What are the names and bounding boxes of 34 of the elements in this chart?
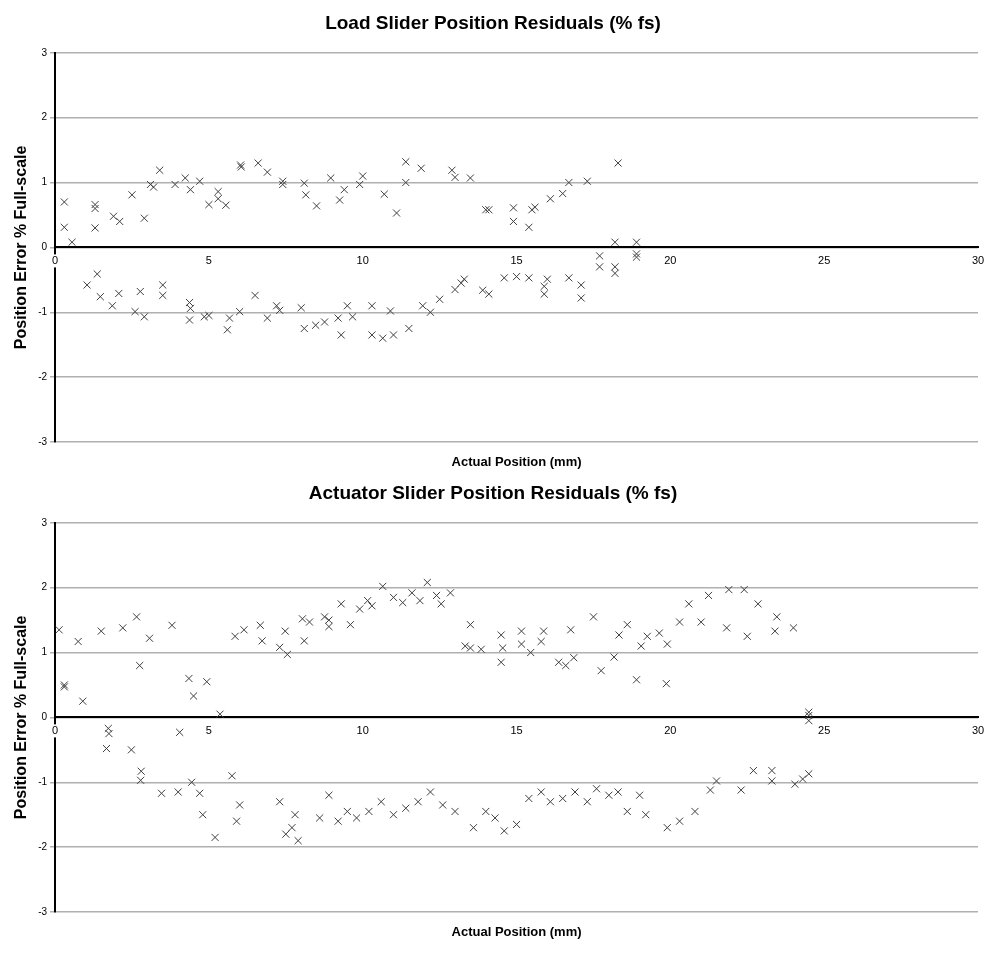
x-tick-label: 25 [818, 723, 831, 736]
y-tick-label: -2 [38, 370, 48, 382]
y-tick-label: 1 [41, 646, 48, 658]
y-tick-label: -3 [38, 435, 48, 447]
y-axis-title: Position Error % Full-scale [12, 145, 30, 350]
chart-title: Load Slider Position Residuals (% fs) [325, 11, 661, 33]
y-tick-label: -2 [38, 840, 48, 852]
x-tick-label: 10 [356, 723, 369, 736]
x-tick-label: 15 [510, 723, 523, 736]
x-tick-label: 20 [664, 253, 677, 266]
y-tick-label: 0 [41, 711, 48, 723]
x-tick-label: 10 [356, 253, 369, 266]
x-tick-label: 0 [52, 723, 59, 736]
y-tick-label: 3 [41, 516, 48, 528]
y-tick-label: -1 [38, 306, 48, 318]
x-tick-label: 30 [971, 253, 985, 266]
x-axis-title: Actual Position (mm) [451, 454, 582, 470]
x-tick-label: 5 [205, 723, 212, 736]
y-tick-label: -1 [38, 776, 48, 788]
chart-title: Actuator Slider Position Residuals (% fs) [308, 481, 678, 503]
y-tick-label: 0 [41, 241, 48, 253]
x-axis-title: Actual Position (mm) [451, 924, 582, 940]
x-tick-label: 0 [52, 253, 59, 266]
x-tick-label: 30 [971, 723, 985, 736]
y-tick-label: 2 [41, 111, 48, 123]
y-tick-label: 3 [41, 46, 48, 58]
y-tick-label: -3 [38, 905, 48, 917]
x-tick-label: 25 [818, 253, 831, 266]
y-tick-label: 1 [41, 176, 48, 188]
x-tick-label: 5 [205, 253, 212, 266]
x-tick-label: 20 [664, 723, 677, 736]
x-tick-label: 15 [510, 253, 523, 266]
y-tick-label: 2 [41, 581, 48, 593]
y-axis-title: Position Error % Full-scale [12, 615, 30, 820]
